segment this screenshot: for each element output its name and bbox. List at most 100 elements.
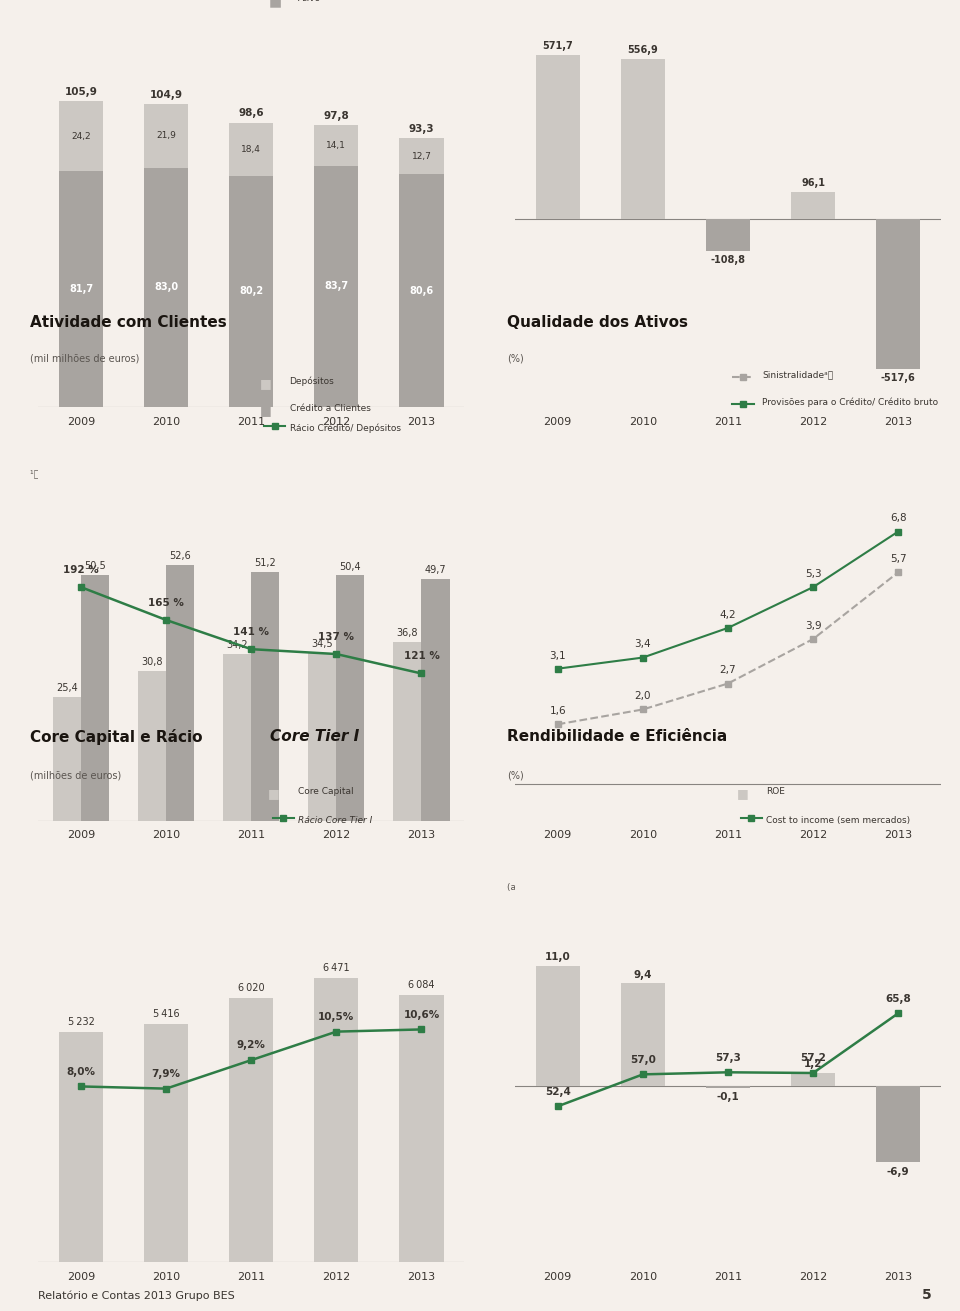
Bar	[223, 654, 252, 821]
Bar	[138, 671, 166, 821]
Text: ■: ■	[268, 787, 280, 800]
Text: Ativo: Ativo	[298, 0, 322, 3]
Text: Qualidade dos Ativos: Qualidade dos Ativos	[507, 315, 687, 329]
Text: Sinistralidadeᵃ⧟: Sinistralidadeᵃ⧟	[762, 371, 833, 379]
Text: 83,0: 83,0	[154, 282, 179, 292]
Text: 5: 5	[922, 1289, 931, 1302]
Bar	[59, 172, 103, 406]
Text: Rácio Crédito/ Depósitos: Rácio Crédito/ Depósitos	[290, 423, 400, 433]
Text: 93,3: 93,3	[409, 123, 434, 134]
Text: 81,7: 81,7	[69, 284, 93, 294]
Text: Depósitos: Depósitos	[290, 378, 334, 387]
Text: ■: ■	[736, 787, 748, 800]
Text: (%): (%)	[507, 771, 523, 780]
Text: 6,8: 6,8	[890, 514, 906, 523]
Text: Atividade com Clientes: Atividade com Clientes	[30, 315, 227, 329]
Text: 97,8: 97,8	[324, 110, 349, 121]
Text: 12,7: 12,7	[412, 152, 431, 161]
Bar	[53, 697, 81, 821]
Bar	[536, 55, 580, 219]
Text: 9,2%: 9,2%	[237, 1040, 266, 1050]
Text: 3,9: 3,9	[804, 621, 822, 631]
Bar	[791, 191, 835, 219]
Text: 65,8: 65,8	[885, 994, 911, 1003]
Text: (%): (%)	[507, 354, 523, 363]
Text: 6 020: 6 020	[238, 983, 265, 992]
Text: -517,6: -517,6	[881, 372, 916, 383]
Bar	[394, 641, 421, 821]
Bar	[399, 995, 444, 1261]
Bar	[314, 165, 358, 406]
Bar	[399, 138, 444, 174]
Bar	[421, 579, 449, 821]
Bar	[144, 105, 188, 168]
Text: 121 %: 121 %	[403, 652, 440, 661]
Text: 556,9: 556,9	[628, 45, 659, 55]
Bar	[252, 572, 279, 821]
Text: Rácio Core Tier I: Rácio Core Tier I	[298, 817, 372, 825]
Bar	[399, 174, 444, 406]
Text: ROE: ROE	[766, 787, 785, 796]
Text: Provisões para o Crédito/ Crédito bruto: Provisões para o Crédito/ Crédito bruto	[762, 397, 938, 406]
Text: 141 %: 141 %	[233, 627, 269, 637]
Text: 5,7: 5,7	[890, 555, 906, 564]
Bar	[144, 168, 188, 406]
Text: 3,1: 3,1	[549, 650, 566, 661]
Text: 24,2: 24,2	[71, 132, 91, 140]
Text: ■: ■	[260, 404, 272, 417]
Text: 57,0: 57,0	[630, 1054, 656, 1065]
Bar	[308, 653, 336, 821]
Bar	[59, 101, 103, 172]
Text: Core Capital e Rácio: Core Capital e Rácio	[30, 729, 207, 745]
Bar	[336, 576, 365, 821]
Text: Core Capital: Core Capital	[298, 787, 353, 796]
Bar	[229, 176, 274, 406]
Bar	[144, 1024, 188, 1261]
Text: ■: ■	[260, 378, 272, 389]
Text: -6,9: -6,9	[887, 1167, 909, 1177]
Text: 50,4: 50,4	[340, 561, 361, 572]
Bar	[314, 125, 358, 165]
Text: 105,9: 105,9	[64, 87, 97, 97]
Bar	[536, 966, 580, 1087]
Text: Cost to income (sem mercados): Cost to income (sem mercados)	[766, 817, 910, 825]
Text: 4,2: 4,2	[720, 610, 736, 620]
Text: 52,6: 52,6	[169, 551, 191, 561]
Text: 80,6: 80,6	[409, 286, 434, 296]
Text: 50,5: 50,5	[84, 561, 106, 572]
Text: 18,4: 18,4	[241, 144, 261, 153]
Text: Crédito a Clientes: Crédito a Clientes	[290, 404, 371, 413]
Text: -108,8: -108,8	[710, 254, 746, 265]
Text: 11,0: 11,0	[545, 952, 570, 962]
Text: Rendibilidade e Eficiência: Rendibilidade e Eficiência	[507, 729, 727, 743]
Text: 2,7: 2,7	[720, 666, 736, 675]
Text: 137 %: 137 %	[319, 632, 354, 642]
Text: Relatório e Contas 2013 Grupo BES: Relatório e Contas 2013 Grupo BES	[38, 1290, 235, 1301]
Text: 9,4: 9,4	[634, 970, 652, 979]
Text: 165 %: 165 %	[148, 598, 184, 608]
Bar	[59, 1033, 103, 1261]
Text: 14,1: 14,1	[326, 140, 347, 149]
Text: 34,2: 34,2	[227, 640, 248, 650]
Bar	[229, 122, 274, 176]
Text: 52,4: 52,4	[544, 1087, 570, 1096]
Bar	[166, 565, 194, 821]
Text: 5 416: 5 416	[153, 1009, 180, 1019]
Bar	[876, 1087, 921, 1162]
Bar	[81, 576, 109, 821]
Text: 6 471: 6 471	[324, 962, 349, 973]
Text: (mil milhões de euros): (mil milhões de euros)	[30, 354, 139, 363]
Text: 96,1: 96,1	[801, 178, 825, 187]
Bar	[706, 219, 750, 250]
Text: 571,7: 571,7	[542, 41, 573, 51]
Text: 8,0%: 8,0%	[66, 1067, 95, 1076]
Text: 83,7: 83,7	[324, 281, 348, 291]
Text: 36,8: 36,8	[396, 628, 419, 637]
Text: 1,2: 1,2	[804, 1059, 823, 1070]
Bar	[314, 978, 358, 1261]
Text: 30,8: 30,8	[141, 657, 163, 667]
Text: ■: ■	[268, 0, 281, 8]
Text: 5,3: 5,3	[804, 569, 822, 579]
Text: (milhões de euros): (milhões de euros)	[30, 771, 121, 780]
Text: 98,6: 98,6	[238, 109, 264, 118]
